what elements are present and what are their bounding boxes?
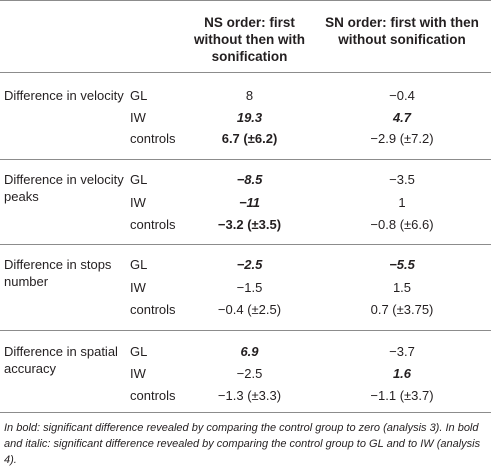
group-label: controls — [130, 131, 176, 146]
cell-value: −0.4 — [389, 88, 415, 103]
cell-value-bold: 6.7 (±6.2) — [221, 131, 278, 146]
group-label: IW — [130, 195, 146, 210]
group-label: IW — [130, 110, 146, 125]
table-bottom-rule — [0, 412, 491, 413]
cell-value: −2.9 (±7.2) — [370, 131, 434, 146]
cell-value: −0.4 (±2.5) — [217, 302, 282, 317]
section-rule — [0, 159, 491, 160]
section-rule — [0, 244, 491, 245]
table-footnote: In bold: significant difference revealed… — [4, 420, 486, 468]
cell-value: −3.7 — [389, 344, 415, 359]
group-label: IW — [130, 280, 146, 295]
cell-value-bold-italic: 1.6 — [392, 366, 412, 381]
table-top-rule — [0, 0, 491, 1]
row-label-velocity: Difference in velocity — [4, 88, 124, 103]
cell-value: 1 — [398, 195, 406, 210]
cell-value-bold-italic: −5.5 — [389, 257, 415, 272]
section-rule — [0, 330, 491, 331]
row-label-velocity-peaks: Difference in velocity peaks — [4, 172, 124, 204]
cell-value-bold-italic: 4.7 — [392, 110, 412, 125]
footnote-bold: In bold: significant difference revealed… — [4, 422, 443, 434]
cell-value-bold-italic: 6.9 — [240, 344, 259, 359]
cell-value-bold: −3.2 (±3.5) — [217, 217, 282, 232]
cell-value: 0.7 (±3.75) — [370, 302, 434, 317]
cell-value: 1.5 — [392, 280, 412, 295]
group-label: controls — [130, 388, 176, 403]
header-ns-order: NS order: first without then with sonifi… — [194, 15, 305, 64]
cell-value: −3.5 — [389, 172, 415, 187]
group-label: controls — [130, 302, 176, 317]
cell-value: −1.5 — [236, 280, 263, 295]
group-label: IW — [130, 366, 146, 381]
cell-value-bold-italic: −11 — [238, 195, 261, 210]
header-rule — [0, 72, 491, 73]
cell-value-bold-italic: −8.5 — [236, 172, 263, 187]
cell-value: −1.3 (±3.3) — [217, 388, 282, 403]
group-label: GL — [130, 344, 148, 359]
row-label-stops-number: Difference in stops number — [4, 257, 112, 289]
header-sn-order: SN order: first with then without sonifi… — [325, 15, 479, 47]
group-label: GL — [130, 88, 148, 103]
cell-value: −2.5 — [236, 366, 263, 381]
cell-value: −1.1 (±3.7) — [370, 388, 434, 403]
group-label: GL — [130, 172, 148, 187]
row-label-spatial-accuracy: Difference in spatial accuracy — [4, 344, 118, 376]
footnote-bold-italic: In bold and italic: significant differen… — [4, 422, 481, 466]
group-label: controls — [130, 217, 176, 232]
cell-value-bold-italic: 19.3 — [236, 110, 263, 125]
cell-value: −0.8 (±6.6) — [370, 217, 434, 232]
cell-value: 8 — [245, 88, 254, 103]
group-label: GL — [130, 257, 148, 272]
cell-value-bold-italic: −2.5 — [236, 257, 263, 272]
